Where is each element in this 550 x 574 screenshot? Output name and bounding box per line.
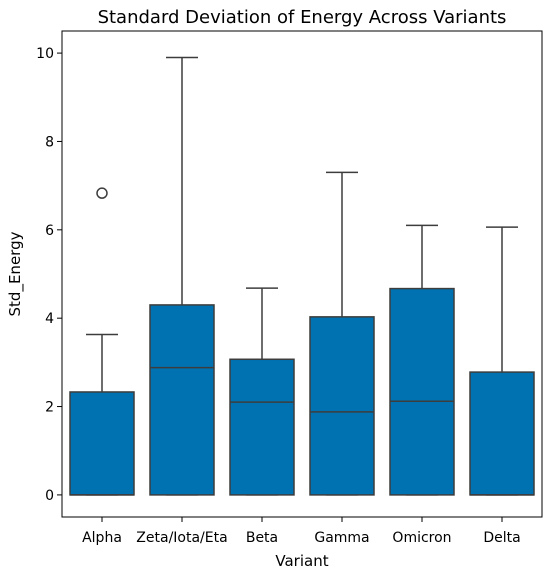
boxes-group <box>69 56 535 496</box>
plot-area-frame <box>61 30 543 518</box>
iqr-box <box>69 391 135 496</box>
x-tick-label: Beta <box>246 530 278 546</box>
x-tick-label: Omicron <box>392 530 451 546</box>
iqr-box <box>389 287 455 496</box>
box-gamma <box>309 171 375 496</box>
y-tick-label: 2 <box>45 400 54 416</box>
iqr-box <box>309 316 375 496</box>
y-tick-label: 4 <box>45 311 54 327</box>
iqr-box <box>229 358 295 496</box>
x-tick-label: Gamma <box>314 530 369 546</box>
outlier-point <box>96 187 108 199</box>
box-zeta-iota-eta <box>149 56 215 496</box>
iqr-box <box>469 371 535 496</box>
x-tick-label: Zeta/Iota/Eta <box>136 530 227 546</box>
y-axis-label: Std_Energy <box>6 231 25 316</box>
box-alpha <box>69 187 135 496</box>
box-omicron <box>389 224 455 496</box>
chart-title: Standard Deviation of Energy Across Vari… <box>98 7 507 28</box>
y-tick-label: 8 <box>45 134 54 150</box>
x-tick-label: Delta <box>483 530 520 546</box>
iqr-box <box>149 304 215 496</box>
y-tick-label: 10 <box>36 46 54 62</box>
y-tick-label: 6 <box>45 223 54 239</box>
y-tick-label: 0 <box>45 488 54 504</box>
x-tick-label: Alpha <box>82 530 122 546</box>
y-axis: 0 2 4 6 8 10 <box>36 46 62 504</box>
x-axis-label: Variant <box>275 552 328 570</box>
box-delta <box>469 226 535 496</box>
x-axis: Alpha Zeta/Iota/Eta Beta Gamma Omicron Delta <box>82 517 521 546</box>
box-beta <box>229 287 295 496</box>
